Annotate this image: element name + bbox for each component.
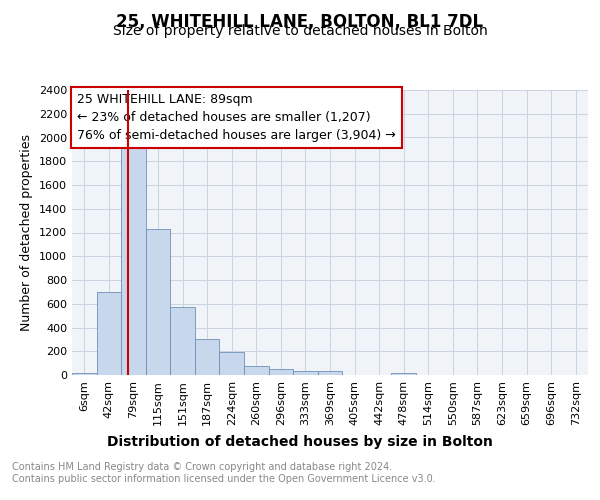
Bar	[170, 308, 195, 375]
Text: Contains HM Land Registry data © Crown copyright and database right 2024.
Contai: Contains HM Land Registry data © Crown c…	[12, 462, 436, 484]
Text: 25 WHITEHILL LANE: 89sqm
← 23% of detached houses are smaller (1,207)
76% of sem: 25 WHITEHILL LANE: 89sqm ← 23% of detach…	[77, 93, 396, 142]
Text: 25, WHITEHILL LANE, BOLTON, BL1 7DL: 25, WHITEHILL LANE, BOLTON, BL1 7DL	[116, 12, 484, 30]
Bar	[269, 370, 293, 375]
Bar	[244, 366, 269, 375]
Y-axis label: Number of detached properties: Number of detached properties	[20, 134, 34, 331]
Bar	[391, 373, 416, 375]
Bar	[146, 229, 170, 375]
Bar	[72, 373, 97, 375]
Bar	[121, 144, 146, 375]
Text: Size of property relative to detached houses in Bolton: Size of property relative to detached ho…	[113, 24, 487, 38]
Bar	[195, 340, 220, 375]
Bar	[220, 352, 244, 375]
Text: Distribution of detached houses by size in Bolton: Distribution of detached houses by size …	[107, 435, 493, 449]
Bar	[293, 371, 318, 375]
Bar	[318, 371, 342, 375]
Bar	[97, 292, 121, 375]
